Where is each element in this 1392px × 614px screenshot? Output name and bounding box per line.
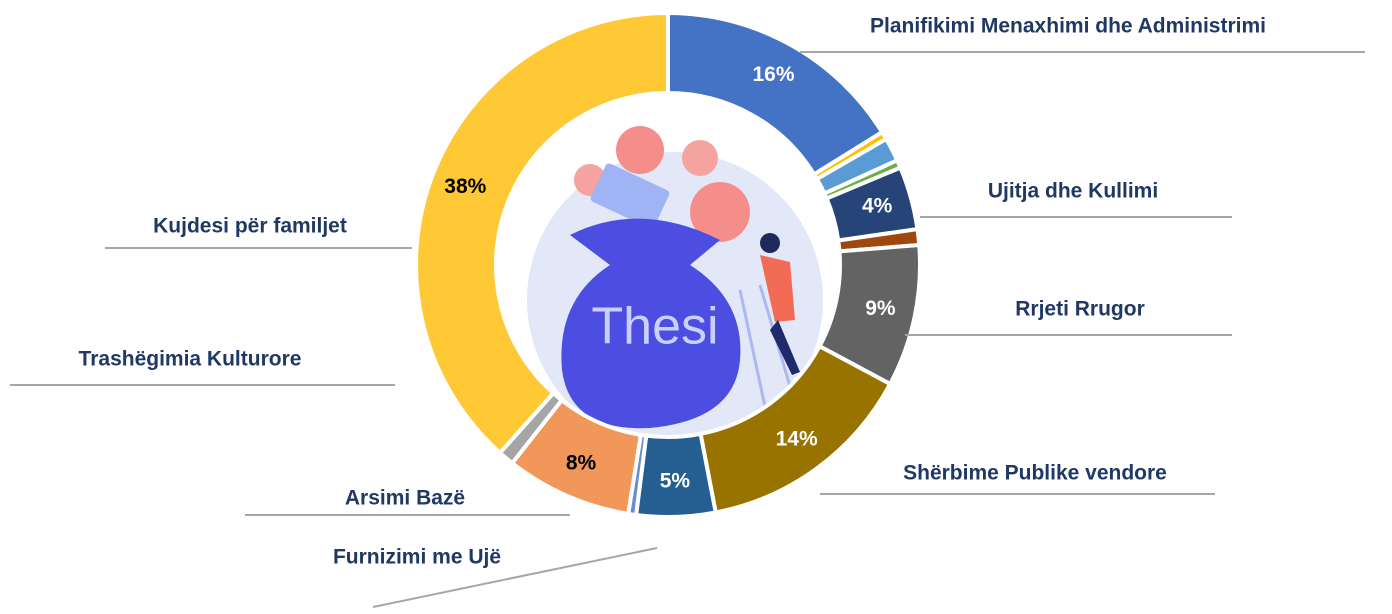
- value-label: 5%: [660, 469, 691, 492]
- center-label: Thesi: [591, 298, 718, 356]
- category-label: Ujitja dhe Kullimi: [988, 180, 1158, 203]
- donut-slice: [414, 10, 670, 456]
- category-label: Rrjeti Rrugor: [1015, 298, 1145, 321]
- category-label: Planifikimi Menaxhimi dhe Administrimi: [870, 15, 1266, 38]
- category-label: Trashëgimia Kulturore: [79, 348, 302, 371]
- leader-line: [372, 547, 658, 608]
- value-label: 14%: [776, 427, 818, 450]
- category-label: Furnizimi me Ujë: [333, 546, 501, 569]
- value-label: 16%: [752, 63, 794, 86]
- value-label: 9%: [865, 297, 896, 320]
- value-label: 4%: [862, 195, 893, 218]
- category-label: Arsimi Bazë: [345, 487, 465, 510]
- value-label: 8%: [566, 451, 597, 474]
- center-illustration: [527, 126, 823, 448]
- category-label: Kujdesi për familjet: [153, 215, 347, 238]
- category-label: Shërbime Publike vendore: [903, 462, 1167, 485]
- value-label: 38%: [444, 175, 486, 198]
